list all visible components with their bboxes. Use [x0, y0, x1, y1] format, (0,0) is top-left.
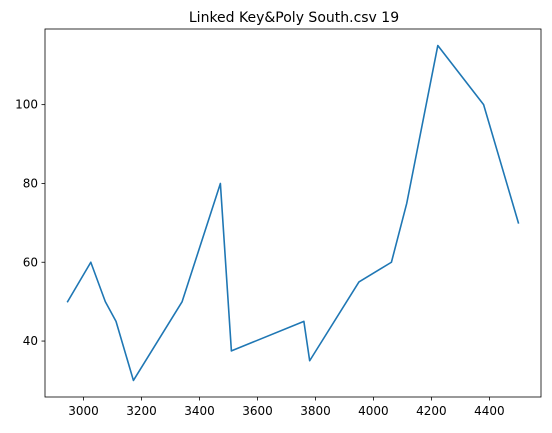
x-axis: 3000 3200 3400 3600 3800 4000 4200 4400	[68, 397, 505, 418]
x-tick-label: 4000	[358, 404, 389, 418]
x-tick-label: 3000	[68, 404, 99, 418]
y-tick-label: 60	[23, 255, 38, 269]
y-axis: 40 60 80 100	[15, 98, 45, 348]
y-tick-label: 80	[23, 176, 38, 190]
series-line-0	[66, 44, 520, 382]
y-tick-label: 40	[23, 334, 38, 348]
chart-title: Linked Key&Poly South.csv 19	[189, 10, 399, 26]
x-tick-label: 3400	[184, 404, 215, 418]
x-tick-label: 3600	[242, 404, 273, 418]
x-tick-label: 3200	[126, 404, 157, 418]
x-tick-label: 3800	[300, 404, 331, 418]
x-tick-label: 4200	[416, 404, 447, 418]
y-tick-label: 100	[15, 98, 38, 112]
plot-frame	[44, 28, 542, 398]
x-tick-label: 4400	[474, 404, 505, 418]
